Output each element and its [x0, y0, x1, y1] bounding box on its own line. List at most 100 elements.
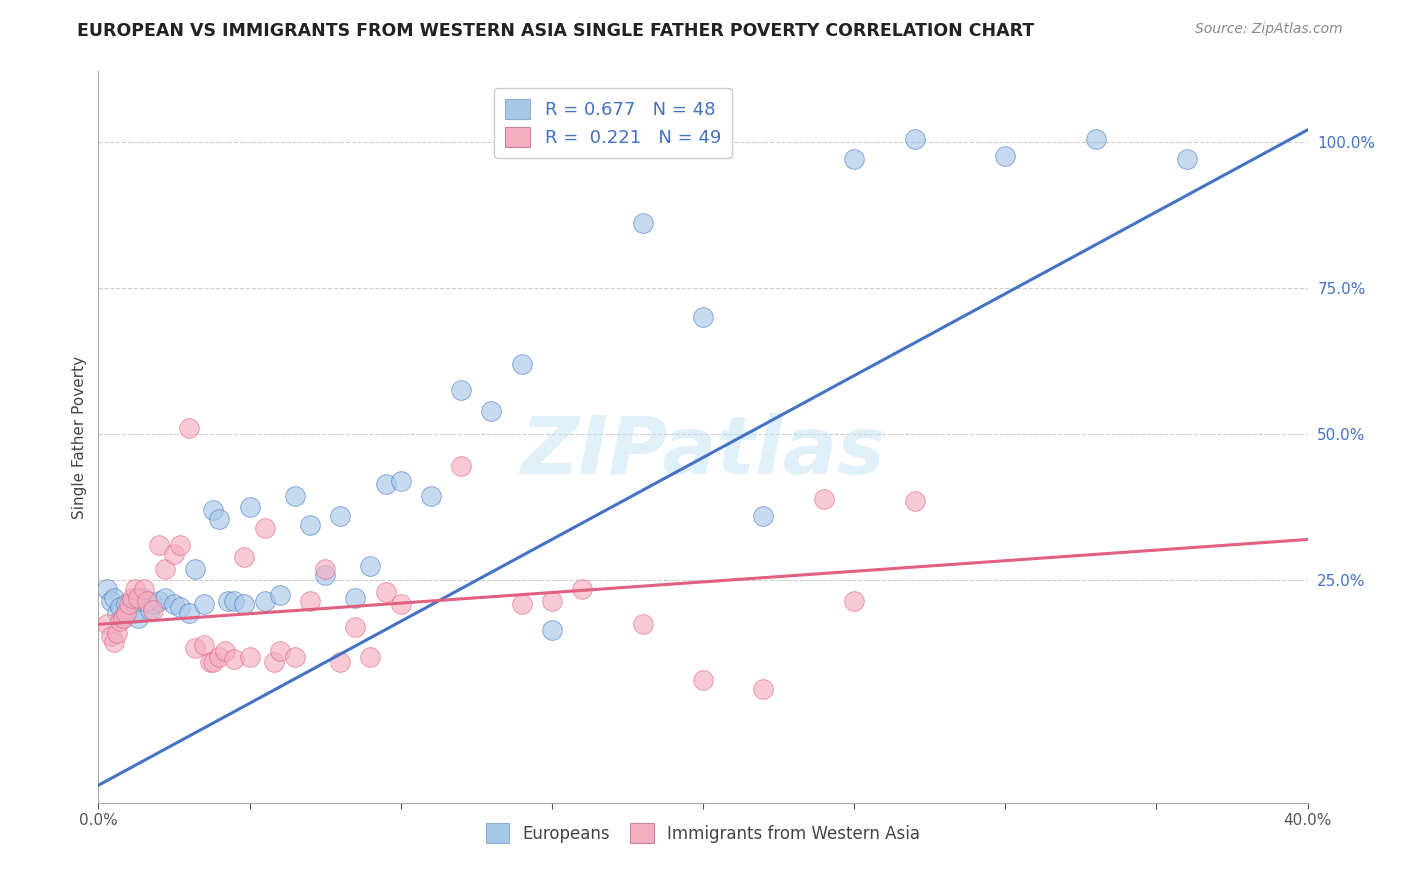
Point — [571, 582, 593, 597]
Point — [114, 606, 136, 620]
Point — [329, 656, 352, 670]
Text: EUROPEAN VS IMMIGRANTS FROM WESTERN ASIA SINGLE FATHER POVERTY CORRELATION CHART: EUROPEAN VS IMMIGRANTS FROM WESTERN ASIA… — [77, 22, 1035, 40]
Point — [329, 509, 352, 524]
Point — [692, 310, 714, 325]
Point — [103, 591, 125, 605]
Point — [510, 597, 533, 611]
Point — [360, 558, 382, 573]
Point — [374, 585, 396, 599]
Point — [103, 635, 125, 649]
Point — [269, 588, 291, 602]
Point — [994, 149, 1017, 163]
Point — [111, 611, 134, 625]
Point — [844, 152, 866, 166]
Point — [202, 503, 225, 517]
Point — [284, 649, 307, 664]
Point — [904, 494, 927, 508]
Point — [124, 582, 146, 597]
Point — [121, 591, 143, 605]
Point — [132, 591, 155, 605]
Point — [360, 649, 382, 664]
Y-axis label: Single Father Poverty: Single Father Poverty — [72, 356, 87, 518]
Point — [631, 217, 654, 231]
Point — [314, 567, 336, 582]
Point — [232, 549, 254, 564]
Point — [169, 599, 191, 614]
Point — [127, 591, 149, 605]
Point — [127, 611, 149, 625]
Point — [224, 652, 246, 666]
Point — [389, 474, 412, 488]
Point — [450, 384, 472, 398]
Point — [100, 629, 122, 643]
Point — [1085, 131, 1108, 145]
Point — [96, 617, 118, 632]
Point — [1175, 152, 1198, 166]
Point — [114, 597, 136, 611]
Point — [153, 562, 176, 576]
Point — [108, 599, 131, 614]
Point — [142, 597, 165, 611]
Point — [118, 603, 141, 617]
Point — [540, 623, 562, 637]
Point — [111, 611, 134, 625]
Point — [269, 643, 291, 657]
Point — [208, 649, 231, 664]
Point — [129, 594, 152, 608]
Point — [193, 638, 215, 652]
Point — [510, 357, 533, 371]
Point — [124, 606, 146, 620]
Point — [96, 582, 118, 597]
Point — [752, 509, 775, 524]
Point — [217, 594, 239, 608]
Point — [813, 491, 835, 506]
Point — [184, 640, 207, 655]
Point — [374, 476, 396, 491]
Point — [299, 517, 322, 532]
Point — [179, 421, 201, 435]
Point — [135, 594, 157, 608]
Point — [253, 594, 276, 608]
Point — [193, 597, 215, 611]
Point — [105, 626, 128, 640]
Point — [100, 594, 122, 608]
Point — [752, 681, 775, 696]
Text: ZIPatlas: ZIPatlas — [520, 413, 886, 491]
Point — [142, 603, 165, 617]
Point — [139, 603, 162, 617]
Point — [481, 403, 503, 417]
Point — [263, 656, 285, 670]
Point — [184, 562, 207, 576]
Point — [284, 489, 307, 503]
Point — [118, 597, 141, 611]
Point — [904, 131, 927, 145]
Point — [153, 591, 176, 605]
Point — [148, 538, 170, 552]
Legend: Europeans, Immigrants from Western Asia: Europeans, Immigrants from Western Asia — [479, 817, 927, 849]
Point — [420, 489, 443, 503]
Point — [299, 594, 322, 608]
Point — [844, 594, 866, 608]
Point — [344, 620, 367, 634]
Point — [314, 562, 336, 576]
Point — [169, 538, 191, 552]
Point — [163, 597, 186, 611]
Point — [450, 459, 472, 474]
Point — [121, 594, 143, 608]
Point — [148, 594, 170, 608]
Point — [692, 673, 714, 687]
Point — [105, 606, 128, 620]
Point — [631, 617, 654, 632]
Point — [108, 615, 131, 629]
Point — [163, 547, 186, 561]
Point — [200, 656, 222, 670]
Point — [389, 597, 412, 611]
Point — [239, 649, 262, 664]
Point — [224, 594, 246, 608]
Point — [239, 500, 262, 515]
Point — [202, 656, 225, 670]
Point — [253, 521, 276, 535]
Point — [132, 582, 155, 597]
Point — [540, 594, 562, 608]
Point — [344, 591, 367, 605]
